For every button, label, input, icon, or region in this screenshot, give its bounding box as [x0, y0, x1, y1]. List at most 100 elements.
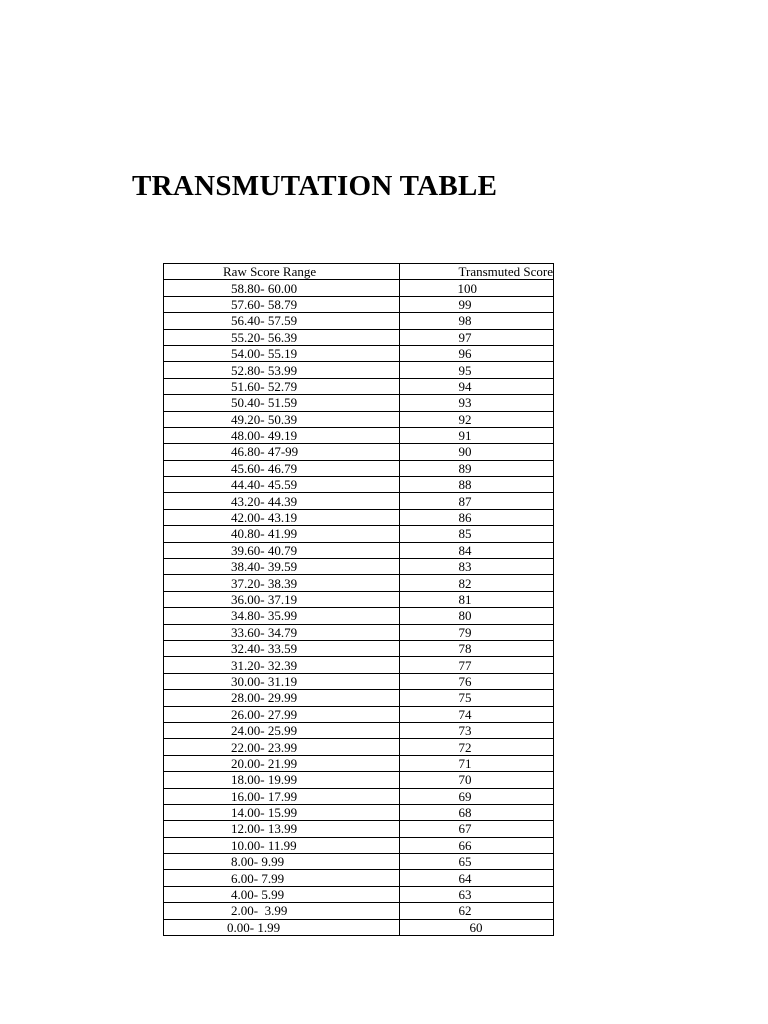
raw-score-range-cell: 38.40- 39.59 — [163, 558, 400, 576]
raw-score-range-cell: 4.00- 5.99 — [163, 885, 400, 904]
table-row: 34.80- 35.99 80 — [163, 607, 554, 625]
table-row: 42.00- 43.19 86 — [163, 508, 554, 527]
raw-score-range-cell: 32.40- 33.59 — [163, 639, 400, 658]
raw-score-range-cell: 40.80- 41.99 — [163, 525, 400, 543]
table-row: 0.00- 1.99 60 — [163, 918, 554, 937]
table-row: 2.00- 3.99 62 — [163, 902, 554, 920]
transmuted-score-cell: 81 — [398, 590, 554, 609]
transmuted-score-cell: 88 — [398, 476, 554, 494]
transmuted-score-cell: 63 — [398, 885, 554, 904]
transmuted-score-cell: 98 — [398, 312, 554, 330]
page-title: TRANSMUTATION TABLE — [132, 170, 498, 202]
transmuted-score-cell: 78 — [398, 639, 554, 658]
raw-score-range-cell: 28.00- 29.99 — [163, 689, 400, 707]
table-row: 38.40- 39.59 83 — [163, 558, 554, 576]
transmuted-score-cell: 75 — [398, 689, 554, 707]
raw-score-range-cell: 16.00- 17.99 — [163, 787, 400, 805]
raw-score-range-cell: 36.00- 37.19 — [163, 590, 400, 609]
table-row: 46.80- 47-99 90 — [163, 443, 554, 461]
table-row: 10.00- 11.99 66 — [163, 836, 554, 855]
raw-score-range-cell: 39.60- 40.79 — [163, 541, 400, 560]
table-row: 50.40- 51.59 93 — [163, 394, 554, 412]
transmutation-table: Raw Score Range Transmuted Score 58.80- … — [163, 262, 554, 937]
raw-score-range-cell: 44.40- 45.59 — [163, 476, 400, 494]
transmuted-score-cell: 74 — [398, 705, 554, 723]
transmuted-score-cell: 99 — [398, 295, 554, 314]
raw-score-range-cell: 31.20- 32.39 — [163, 656, 400, 674]
transmuted-score-cell: 77 — [398, 656, 554, 674]
table-row: 45.60- 46.79 89 — [163, 459, 554, 478]
raw-score-range-cell: 43.20- 44.39 — [163, 492, 400, 510]
transmuted-score-cell: 71 — [398, 754, 554, 773]
raw-score-range-cell: 12.00- 13.99 — [163, 820, 400, 838]
transmuted-score-cell: 64 — [398, 869, 554, 887]
raw-score-range-cell: 45.60- 46.79 — [163, 459, 400, 478]
raw-score-range-cell: 20.00- 21.99 — [163, 754, 400, 773]
transmuted-score-cell: 96 — [398, 344, 554, 363]
table-row: 56.40- 57.59 98 — [163, 312, 554, 330]
header-raw-score-range: Raw Score Range — [163, 262, 400, 281]
transmuted-score-cell: 100 — [398, 279, 554, 297]
table-row: 48.00- 49.19 91 — [163, 426, 554, 445]
raw-score-range-cell: 37.20- 38.39 — [163, 574, 400, 592]
transmuted-score-cell: 94 — [398, 377, 554, 396]
transmuted-score-cell: 72 — [398, 738, 554, 756]
table-row: 51.60- 52.79 94 — [163, 377, 554, 396]
table-row: 39.60- 40.79 84 — [163, 541, 554, 560]
raw-score-range-cell: 30.00- 31.19 — [163, 672, 400, 691]
transmuted-score-cell: 62 — [398, 902, 554, 920]
transmuted-score-cell: 92 — [398, 410, 554, 428]
table-row: 33.60- 34.79 79 — [163, 623, 554, 641]
transmuted-score-cell: 67 — [398, 820, 554, 838]
transmuted-score-cell: 73 — [398, 721, 554, 740]
transmuted-score-cell: 76 — [398, 672, 554, 691]
table-row: 8.00- 9.99 65 — [163, 853, 554, 871]
transmuted-score-cell: 66 — [398, 836, 554, 855]
raw-score-range-cell: 0.00- 1.99 — [163, 918, 400, 937]
transmuted-score-cell: 95 — [398, 361, 554, 379]
raw-score-range-cell: 57.60- 58.79 — [163, 295, 400, 314]
table-row: 37.20- 38.39 82 — [163, 574, 554, 592]
transmuted-score-cell: 60 — [398, 918, 554, 937]
transmuted-score-cell: 82 — [398, 574, 554, 592]
transmuted-score-cell: 87 — [398, 492, 554, 510]
transmuted-score-cell: 85 — [398, 525, 554, 543]
table-row: 20.00- 21.99 71 — [163, 754, 554, 773]
raw-score-range-cell: 34.80- 35.99 — [163, 607, 400, 625]
table-row: 44.40- 45.59 88 — [163, 476, 554, 494]
raw-score-range-cell: 54.00- 55.19 — [163, 344, 400, 363]
raw-score-range-cell: 8.00- 9.99 — [163, 853, 400, 871]
raw-score-range-cell: 55.20- 56.39 — [163, 328, 400, 346]
raw-score-range-cell: 52.80- 53.99 — [163, 361, 400, 379]
table-row: 57.60- 58.79 99 — [163, 295, 554, 314]
table-row: 32.40- 33.59 78 — [163, 639, 554, 658]
transmuted-score-cell: 91 — [398, 426, 554, 445]
table-header-row: Raw Score Range Transmuted Score — [163, 262, 554, 281]
transmuted-score-cell: 69 — [398, 787, 554, 805]
raw-score-range-cell: 14.00- 15.99 — [163, 803, 400, 822]
table-row: 49.20- 50.39 92 — [163, 410, 554, 428]
transmuted-score-cell: 68 — [398, 803, 554, 822]
table-row: 26.00- 27.99 74 — [163, 705, 554, 723]
table-row: 16.00- 17.99 69 — [163, 787, 554, 805]
table-row: 54.00- 55.19 96 — [163, 344, 554, 363]
table-row: 58.80- 60.00 100 — [163, 279, 554, 297]
transmuted-score-cell: 70 — [398, 771, 554, 789]
table-row: 43.20- 44.39 87 — [163, 492, 554, 510]
table-row: 14.00- 15.99 68 — [163, 803, 554, 822]
table-row: 18.00- 19.99 70 — [163, 771, 554, 789]
table-row: 36.00- 37.19 81 — [163, 590, 554, 609]
transmuted-score-cell: 89 — [398, 459, 554, 478]
table-row: 55.20- 56.39 97 — [163, 328, 554, 346]
raw-score-range-cell: 42.00- 43.19 — [163, 508, 400, 527]
transmuted-score-cell: 79 — [398, 623, 554, 641]
raw-score-range-cell: 26.00- 27.99 — [163, 705, 400, 723]
raw-score-range-cell: 22.00- 23.99 — [163, 738, 400, 756]
table-row: 31.20- 32.39 77 — [163, 656, 554, 674]
raw-score-range-cell: 56.40- 57.59 — [163, 312, 400, 330]
transmuted-score-cell: 86 — [398, 508, 554, 527]
raw-score-range-cell: 49.20- 50.39 — [163, 410, 400, 428]
table-row: 22.00- 23.99 72 — [163, 738, 554, 756]
raw-score-range-cell: 33.60- 34.79 — [163, 623, 400, 641]
raw-score-range-cell: 46.80- 47-99 — [163, 443, 400, 461]
